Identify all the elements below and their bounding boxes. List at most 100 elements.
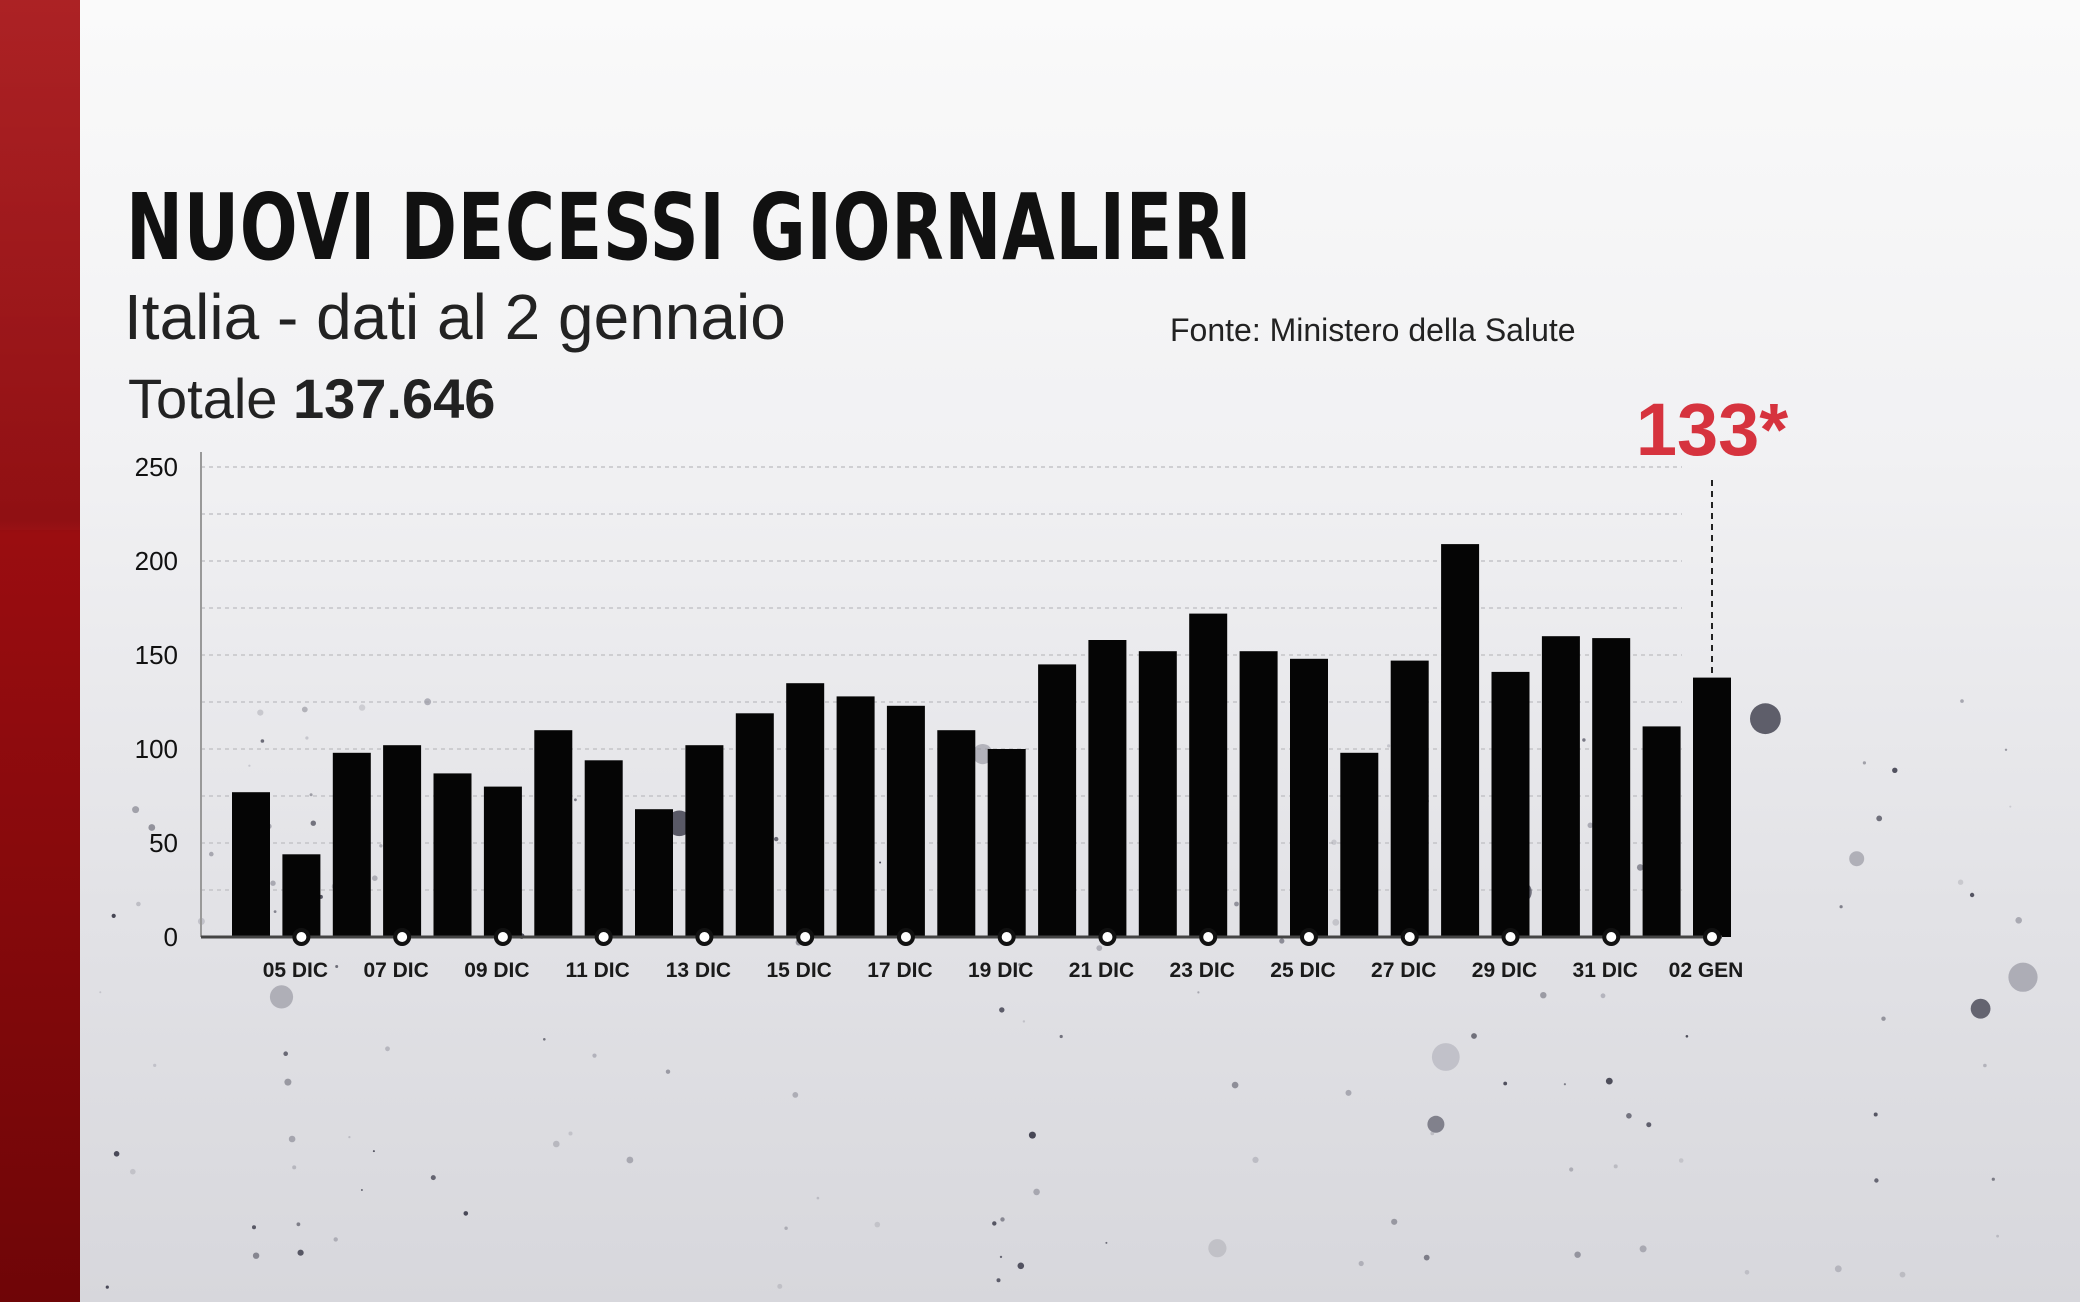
background-dot [385, 1046, 390, 1052]
background-dot [1744, 1270, 1750, 1275]
x-tick-label-31-dic: 31 DIC [1573, 959, 1638, 982]
x-tick-marker [1602, 928, 1621, 946]
x-tick-label-07-dic: 07 DIC [363, 959, 428, 982]
background-dot [1991, 1177, 1995, 1181]
background-dot [292, 1165, 297, 1170]
background-dot [209, 851, 214, 857]
background-dot [981, 962, 986, 966]
background-dot [626, 1156, 634, 1164]
total-label: Totale [128, 367, 278, 430]
y-tick-label-200: 200 [135, 546, 178, 576]
background-dot [1427, 1115, 1445, 1133]
background-dot [1022, 1020, 1026, 1023]
background-dot [1018, 963, 1022, 966]
background-dot [269, 985, 294, 1009]
background-dot [1983, 1063, 1987, 1068]
background-dot [1105, 1241, 1108, 1244]
x-tick-label-21-dic: 21 DIC [1069, 959, 1134, 982]
background-dot [1391, 1218, 1398, 1225]
background-dot [874, 1221, 881, 1228]
background-dot [372, 1150, 375, 1153]
bar-13-dic [685, 745, 724, 937]
background-dot [153, 1063, 157, 1067]
x-tick-label-13-dic: 13 DIC [666, 959, 731, 982]
bar-24-dic [1239, 651, 1278, 937]
grid-lines [201, 466, 1682, 891]
background-dot [1358, 1260, 1364, 1267]
background-dot [1430, 1131, 1435, 1136]
x-tick-marker [1199, 928, 1218, 946]
bar-07-dic [383, 745, 422, 937]
background-dot [999, 1007, 1005, 1013]
background-dot [273, 910, 277, 913]
background-dot [1849, 851, 1865, 867]
total-summary: Totale 137.646 [128, 366, 495, 431]
background-dot [1569, 1167, 1574, 1172]
background-dot [774, 836, 779, 842]
y-tick-label-0: 0 [164, 922, 178, 952]
background-dot [784, 1226, 788, 1230]
background-dot [1899, 1271, 1906, 1278]
x-tick-label-19-dic: 19 DIC [968, 959, 1033, 982]
x-tick-label-27-dic: 27 DIC [1371, 959, 1436, 982]
background-dot [1970, 998, 1991, 1019]
background-dot [574, 798, 577, 802]
background-dot [592, 1053, 597, 1058]
x-tick-marker [1400, 928, 1419, 946]
background-dot [309, 793, 313, 797]
y-tick-label-50: 50 [149, 828, 178, 858]
background-dot [2015, 917, 2022, 924]
background-dot [1750, 703, 1781, 735]
background-dot [257, 709, 264, 716]
background-dot [463, 1211, 469, 1216]
background-dot [1605, 1077, 1613, 1085]
background-dot [1252, 1156, 1259, 1163]
source-note: Fonte: Ministero della Salute [1170, 312, 1576, 348]
x-tick-marker [1703, 928, 1721, 946]
background-dot [777, 1283, 783, 1289]
bar-22-dic [1138, 651, 1177, 937]
background-dot [1862, 761, 1866, 765]
x-tick-marker [393, 928, 412, 946]
background-dot [816, 1196, 820, 1200]
x-tick-marker [796, 928, 815, 946]
bar-18-dic [937, 730, 976, 937]
background-dot [996, 1278, 1001, 1283]
background-dot [1582, 738, 1586, 742]
background-dot [1613, 1164, 1618, 1169]
background-dot [1208, 1239, 1227, 1258]
bar-10-dic [534, 730, 573, 937]
background-dot [284, 1078, 292, 1086]
chart-subtitle: Italia - dati al 2 gennaio [124, 281, 786, 353]
background-dot [1646, 1122, 1652, 1128]
x-tick-label-09-dic: 09 DIC [464, 959, 529, 982]
bar-11-dic [584, 760, 623, 937]
x-tick-marker [1299, 928, 1318, 946]
background-dot [1876, 815, 1883, 822]
background-dot [252, 1252, 260, 1259]
x-tick-labels: 05 DIC 07 DIC 09 DIC 11 DIC 13 DIC 15 DIC 17 D… [263, 959, 1744, 982]
background-dot [1387, 744, 1391, 748]
background-dot [1331, 839, 1337, 845]
background-dot [248, 764, 251, 767]
background-dot [301, 706, 308, 713]
background-dot [1626, 1113, 1632, 1119]
y-tick-labels: 0 50 100 150 200 250 [135, 452, 178, 952]
bar-20-dic [1038, 664, 1077, 937]
x-tick-label-15-dic: 15 DIC [766, 959, 831, 982]
background-dot [113, 1151, 120, 1157]
red-side-stripe [0, 0, 80, 1302]
chart-title: NUOVI DECESSI GIORNALIERI [126, 174, 1253, 281]
background-dot [792, 1092, 799, 1098]
background-dot [278, 967, 281, 970]
background-dot [992, 1221, 997, 1226]
x-tick-marker [695, 928, 714, 946]
background-dot [333, 1237, 338, 1242]
background-dot [310, 820, 316, 826]
background-dot [1874, 1178, 1879, 1183]
x-tick-marker [896, 928, 915, 946]
x-tick-label-29-dic: 29 DIC [1472, 959, 1537, 982]
bar-14-dic [735, 713, 774, 937]
background-dot [553, 1140, 560, 1148]
